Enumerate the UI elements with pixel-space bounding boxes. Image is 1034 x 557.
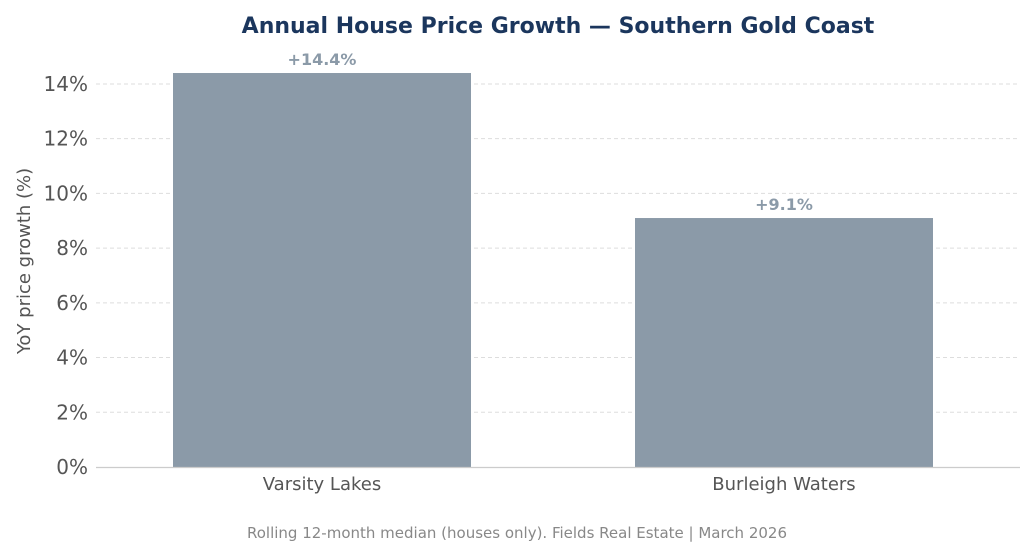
y-axis-ticks: 0% 2% 4% 6% 8% 10% 12% 14% (44, 72, 88, 479)
y-axis-label: YoY price growth (%) (14, 168, 35, 355)
bar (173, 73, 471, 468)
bars: +14.4% +9.1% (173, 50, 933, 468)
y-tick-label: 12% (44, 127, 88, 151)
y-tick-label: 14% (44, 72, 88, 96)
x-tick-label: Burleigh Waters (712, 474, 855, 495)
data-label: +14.4% (288, 50, 357, 69)
chart-title: Annual House Price Growth — Southern Gol… (242, 14, 875, 39)
y-tick-label: 10% (44, 181, 88, 205)
y-tick-label: 2% (56, 400, 88, 424)
y-tick-label: 4% (56, 346, 88, 370)
bar (635, 218, 933, 467)
y-tick-label: 6% (56, 291, 88, 315)
chart-caption: Rolling 12-month median (houses only). F… (247, 524, 787, 542)
x-tick-label: Varsity Lakes (263, 474, 381, 495)
x-axis-ticks: Varsity Lakes Burleigh Waters (263, 474, 856, 495)
data-label: +9.1% (755, 195, 813, 214)
y-tick-label: 0% (56, 455, 88, 479)
y-tick-label: 8% (56, 236, 88, 260)
